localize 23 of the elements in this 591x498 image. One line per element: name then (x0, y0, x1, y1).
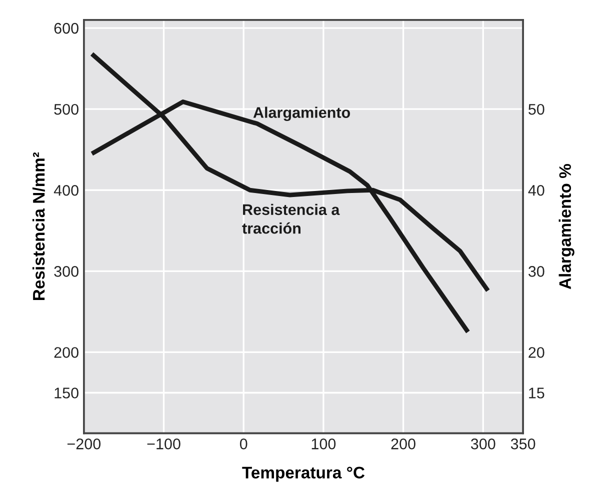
series-label: Resistencia a tracción (242, 204, 340, 234)
x-tick-label: 200 (391, 438, 416, 450)
y2-axis-title: Alargamiento % (558, 164, 574, 290)
x-tick-label: 350 (510, 438, 536, 450)
y-tick-label: 300 (54, 266, 78, 277)
x-tick-label: 300 (470, 438, 496, 450)
y-tick-label: 600 (54, 22, 78, 34)
y2-tick-label: 40 (528, 184, 544, 196)
x-tick-label: −200 (67, 438, 101, 450)
y2-tick-label: 20 (528, 347, 544, 358)
x-tick-label: 100 (312, 438, 336, 450)
y2-tick-label: 30 (528, 266, 544, 277)
y2-tick-label: 15 (529, 388, 544, 398)
series-label: Alargamiento (253, 106, 350, 122)
y-tick-label: 150 (54, 388, 78, 398)
y-tick-label: 500 (54, 104, 78, 115)
y2-tick-label: 50 (528, 104, 544, 115)
y-tick-label: 400 (54, 184, 78, 196)
x-tick-label: −100 (147, 438, 180, 450)
x-tick-label: 0 (240, 438, 248, 450)
y-tick-label: 200 (54, 347, 78, 358)
x-axis-title: Temperatura °C (242, 466, 365, 482)
y-axis-title: Resistencia N/mm² (32, 152, 45, 300)
